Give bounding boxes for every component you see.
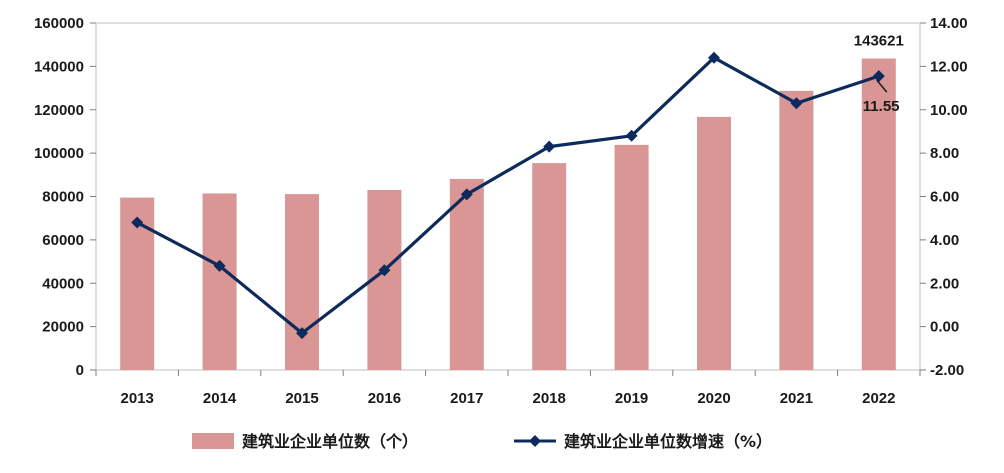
x-tick-label: 2018 — [533, 390, 566, 407]
y-left-tick-label: 40000 — [42, 275, 84, 292]
y-axis-left: 0 20000 40000 60000 80000 100000 120000 140000 1… — [34, 15, 96, 379]
bar-2018 — [532, 163, 567, 370]
line-point-2014 — [213, 259, 226, 272]
x-tick-label: 2019 — [615, 390, 648, 407]
y-right-tick-label: 8.00 — [930, 145, 959, 162]
x-tick-label: 2017 — [450, 390, 483, 407]
y-left-tick-label: 80000 — [42, 189, 84, 206]
y-left-tick-label: 100000 — [34, 145, 84, 162]
y-left-tick-label: 120000 — [34, 102, 84, 119]
x-tick-label: 2020 — [697, 390, 730, 407]
annotations: 143621 11.55 — [854, 33, 904, 116]
legend-bar-swatch — [192, 433, 234, 449]
x-tick-label: 2021 — [780, 390, 813, 407]
x-tick-label: 2014 — [203, 390, 237, 407]
y-left-tick-label: 0 — [76, 362, 84, 379]
y-right-tick-label: 12.00 — [930, 58, 968, 75]
legend-line-label: 建筑业企业单位数增速（%） — [564, 432, 772, 451]
line-label-leader — [876, 79, 888, 93]
line-value-label: 11.55 — [863, 98, 900, 115]
y-left-tick-label: 140000 — [34, 58, 84, 75]
line-path — [136, 56, 880, 335]
bar-2021 — [779, 90, 814, 371]
bar-2019 — [614, 144, 649, 370]
line-point-2016 — [378, 264, 391, 277]
bar-series — [120, 58, 896, 371]
y-right-tick-label: 14.00 — [930, 15, 968, 32]
y-right-tick-label: 6.00 — [930, 189, 959, 206]
x-tick-label: 2022 — [862, 390, 895, 407]
y-left-tick-label: 20000 — [42, 319, 84, 336]
x-tick-label: 2016 — [368, 390, 401, 407]
x-tick-label: 2013 — [121, 390, 154, 407]
line-point-2017 — [460, 188, 473, 201]
bar-2014 — [202, 193, 237, 370]
line-point-2021 — [790, 97, 803, 110]
line-point-2019 — [625, 129, 638, 142]
y-right-tick-label: 4.00 — [930, 232, 959, 249]
bar-2015 — [285, 194, 319, 370]
bar-2022 — [861, 58, 896, 370]
bar-value-label: 143621 — [854, 33, 904, 50]
legend-line-marker — [529, 435, 541, 447]
y-right-tick-label: 10.00 — [930, 102, 968, 119]
y-right-tick-label: 2.00 — [930, 275, 959, 292]
y-right-tick-label: -2.00 — [930, 362, 964, 379]
x-axis: 2013 2014 2015 2016 2017 2018 2019 2020 2021 2022 — [95, 370, 921, 407]
y-right-tick-label: 0.00 — [930, 319, 959, 336]
x-tick-label: 2015 — [285, 390, 318, 407]
y-left-tick-label: 160000 — [34, 15, 84, 32]
line-series — [131, 51, 885, 340]
y-axis-right: -2.00 0.00 2.00 4.00 6.00 8.00 10.00 12.00 14.00 — [920, 15, 968, 379]
bar-2020 — [697, 116, 731, 370]
legend: 建筑业企业单位数（个） 建筑业企业单位数增速（%） — [192, 432, 772, 451]
line-point-2013 — [131, 216, 144, 229]
line-point-2022 — [872, 70, 885, 83]
line-point-2018 — [543, 140, 556, 153]
legend-bar-label: 建筑业企业单位数（个） — [242, 432, 418, 451]
y-left-tick-label: 60000 — [42, 232, 84, 249]
line-point-2015 — [296, 327, 308, 340]
bar-2017 — [449, 178, 484, 370]
line-point-2020 — [708, 51, 720, 64]
